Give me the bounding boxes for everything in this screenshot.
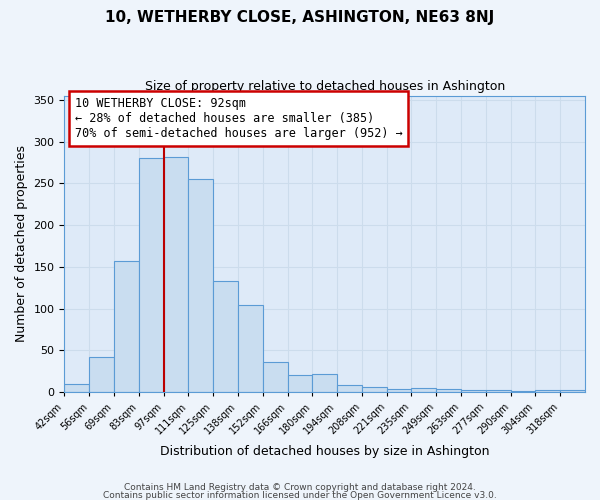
Bar [486, 390, 511, 392]
Bar [213, 281, 238, 392]
Bar [64, 384, 89, 392]
Bar [114, 261, 139, 392]
Bar [238, 306, 263, 392]
X-axis label: Distribution of detached houses by size in Ashington: Distribution of detached houses by size … [160, 444, 490, 458]
Bar [386, 389, 412, 392]
Bar [139, 158, 164, 392]
Bar [362, 387, 386, 392]
Bar [188, 179, 213, 392]
Text: 10, WETHERBY CLOSE, ASHINGTON, NE63 8NJ: 10, WETHERBY CLOSE, ASHINGTON, NE63 8NJ [106, 10, 494, 25]
Bar [287, 374, 313, 392]
Title: Size of property relative to detached houses in Ashington: Size of property relative to detached ho… [145, 80, 505, 93]
Y-axis label: Number of detached properties: Number of detached properties [15, 146, 28, 342]
Text: Contains public sector information licensed under the Open Government Licence v3: Contains public sector information licen… [103, 490, 497, 500]
Text: Contains HM Land Registry data © Crown copyright and database right 2024.: Contains HM Land Registry data © Crown c… [124, 484, 476, 492]
Bar [89, 357, 114, 392]
Bar [337, 384, 362, 392]
Bar [263, 362, 287, 392]
Bar [412, 388, 436, 392]
Bar [535, 390, 560, 392]
Bar [560, 390, 585, 392]
Bar [313, 374, 337, 392]
Bar [164, 158, 188, 392]
Text: 10 WETHERBY CLOSE: 92sqm
← 28% of detached houses are smaller (385)
70% of semi-: 10 WETHERBY CLOSE: 92sqm ← 28% of detach… [75, 97, 403, 140]
Bar [436, 389, 461, 392]
Bar [461, 390, 486, 392]
